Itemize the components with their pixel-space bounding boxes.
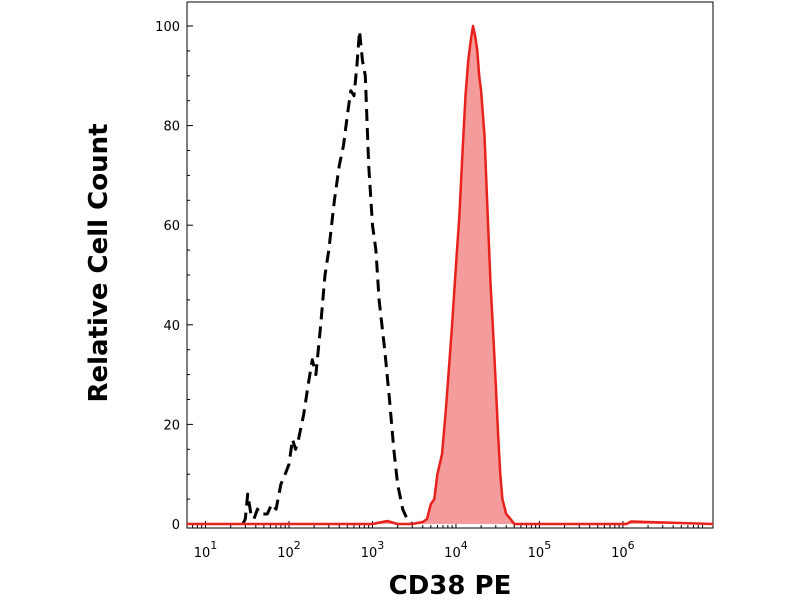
y-tick-label: 40	[163, 319, 180, 334]
x-tick-label: 106	[611, 539, 635, 561]
y-tick-label: 20	[163, 418, 180, 433]
y-axis-title: Relative Cell Count	[84, 123, 114, 402]
series-layer	[187, 24, 714, 526]
x-tick-label: 104	[444, 539, 468, 561]
series-1-line	[187, 24, 714, 526]
x-tick-label: 101	[194, 539, 218, 561]
y-tick-label: 0	[172, 518, 180, 533]
y-tick-label: 100	[155, 20, 180, 35]
plot-frame	[186, 1, 714, 529]
y-tick-label: 80	[163, 120, 180, 135]
x-tick-label: 105	[528, 539, 552, 561]
series-1-area	[187, 26, 713, 524]
x-axis: 101 102 103 104 105 106	[186, 521, 704, 561]
series-0-line	[241, 29, 414, 526]
x-axis-title: CD38 PE	[389, 571, 512, 600]
y-tick-label: 60	[163, 219, 180, 234]
x-tick-label: 102	[277, 539, 301, 561]
y-axis: 0 20 40 60 80 100	[155, 20, 193, 533]
x-tick-label: 103	[361, 539, 385, 561]
